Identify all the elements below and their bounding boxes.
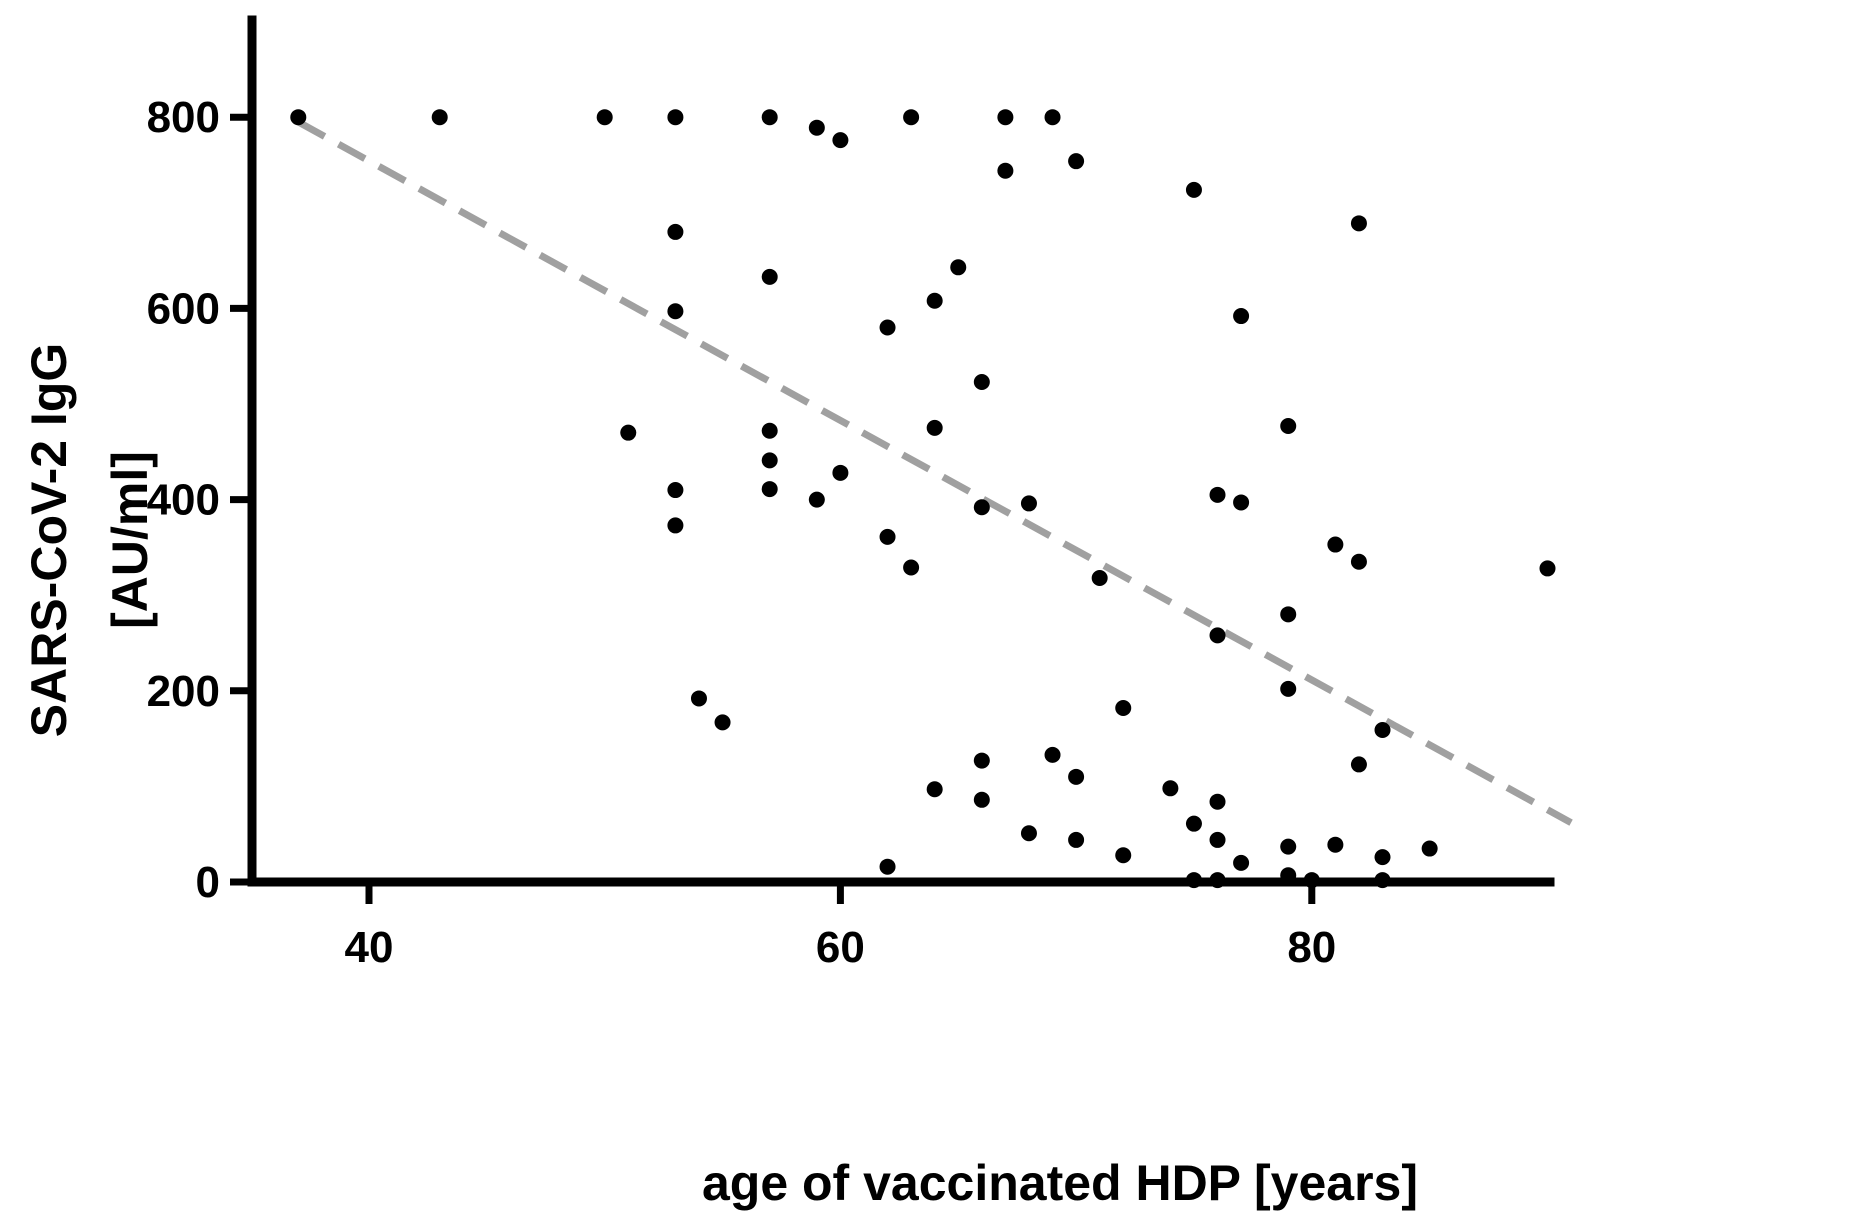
y-axis-title-line-2: [AU/ml] <box>102 451 158 629</box>
data-point <box>1115 847 1132 864</box>
data-point <box>926 419 943 436</box>
data-point <box>1068 153 1085 170</box>
y-tick-label: 200 <box>147 667 220 716</box>
y-tick-label: 600 <box>147 284 220 333</box>
data-point <box>714 714 731 731</box>
data-point <box>879 319 896 336</box>
data-point <box>761 422 778 439</box>
data-point <box>1280 606 1297 623</box>
data-point <box>1020 495 1037 512</box>
data-point <box>1020 825 1037 842</box>
x-tick-label: 40 <box>345 923 394 972</box>
x-tick-label: 60 <box>816 923 865 972</box>
data-point <box>903 109 920 126</box>
regression-trendline <box>296 118 1573 826</box>
data-point <box>903 559 920 576</box>
data-point <box>667 303 684 320</box>
data-point <box>1233 308 1250 325</box>
trendline-layer <box>296 118 1573 826</box>
data-point <box>973 791 990 808</box>
data-point <box>620 424 637 441</box>
data-point <box>1327 836 1344 853</box>
data-point <box>667 109 684 126</box>
data-point <box>761 452 778 469</box>
data-point <box>761 481 778 498</box>
data-point <box>431 109 448 126</box>
data-point <box>1539 560 1556 577</box>
data-point <box>1421 840 1438 857</box>
data-point <box>596 109 613 126</box>
data-point <box>997 162 1014 179</box>
y-ticks: 0 200 400 600 800 <box>147 93 252 907</box>
data-point <box>808 119 825 136</box>
data-point <box>832 132 849 149</box>
data-point <box>808 491 825 508</box>
data-point <box>879 528 896 545</box>
data-point <box>1044 746 1061 763</box>
x-tick-label: 80 <box>1287 923 1336 972</box>
data-point <box>1327 536 1344 553</box>
data-point <box>973 499 990 516</box>
x-ticks: 40 60 80 <box>345 882 1336 972</box>
data-point <box>1350 553 1367 570</box>
data-point <box>926 292 943 309</box>
data-point <box>973 374 990 391</box>
data-point <box>997 109 1014 126</box>
data-point <box>667 482 684 499</box>
data-point <box>1068 831 1085 848</box>
data-point <box>290 109 307 126</box>
data-point <box>1374 849 1391 866</box>
data-point <box>761 268 778 285</box>
data-point <box>1350 756 1367 773</box>
data-point <box>973 752 990 769</box>
data-point <box>1374 721 1391 738</box>
data-point <box>1185 815 1202 832</box>
data-point <box>832 464 849 481</box>
data-point <box>1280 838 1297 855</box>
data-point <box>690 690 707 707</box>
data-point <box>1233 494 1250 511</box>
data-point <box>950 259 967 276</box>
data-point <box>761 109 778 126</box>
data-point <box>1091 569 1108 586</box>
data-point <box>1209 486 1226 503</box>
data-point <box>1233 854 1250 871</box>
data-point <box>667 223 684 240</box>
data-point <box>1280 417 1297 434</box>
y-tick-label: 800 <box>147 93 220 142</box>
data-point <box>1044 109 1061 126</box>
data-point <box>879 858 896 875</box>
data-point <box>1162 780 1179 797</box>
y-tick-label: 400 <box>147 476 220 525</box>
y-tick-label: 0 <box>196 858 220 907</box>
data-point <box>1280 680 1297 697</box>
data-point <box>1068 768 1085 785</box>
data-point <box>1209 831 1226 848</box>
data-point <box>1209 627 1226 644</box>
y-axis-title-line-1: SARS-CoV-2 IgG <box>21 343 77 737</box>
data-point <box>1209 793 1226 810</box>
data-point <box>1115 700 1132 717</box>
x-axis-title: age of vaccinated HDP [years] <box>702 1155 1418 1211</box>
data-point <box>926 781 943 798</box>
data-point <box>1185 181 1202 198</box>
data-point <box>1350 215 1367 232</box>
data-point <box>667 517 684 534</box>
